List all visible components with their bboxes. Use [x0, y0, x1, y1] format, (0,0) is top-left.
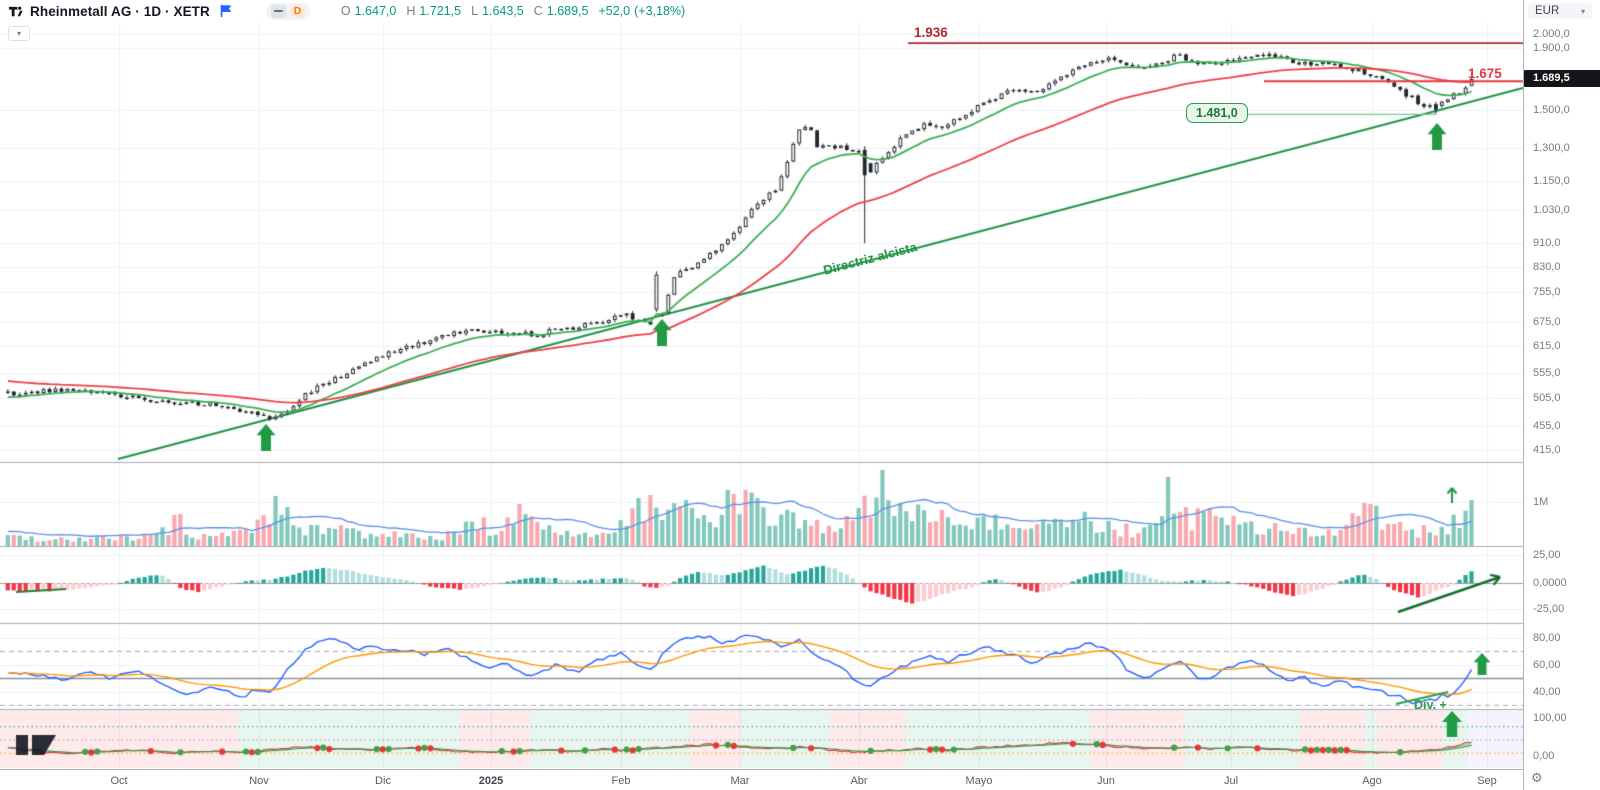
tradingview-logo-icon[interactable] [8, 4, 23, 19]
time-axis-label: Jun [1097, 775, 1115, 787]
indicator-axis-label: 0,00 [1533, 750, 1555, 762]
price-axis-label: 1.030,0 [1533, 203, 1570, 216]
time-axis-label: Feb [611, 775, 631, 787]
close-label: C [533, 4, 543, 18]
price-axis-label: 555,0 [1533, 367, 1561, 380]
price-axis-label: 1.300,0 [1533, 142, 1570, 155]
price-axis-label: 415,0 [1533, 444, 1561, 457]
indicator-axis-label: 0,0000 [1533, 577, 1567, 589]
indicator-axis-label: 1M [1533, 496, 1549, 508]
collapse-legend-button[interactable]: ▾ [8, 26, 30, 41]
time-axis-label: Abr [850, 775, 868, 787]
change-percent: (+3,18%) [634, 4, 686, 18]
price-axis-label: 755,0 [1533, 285, 1561, 298]
chevron-down-icon: ▾ [1580, 6, 1585, 16]
price-axis-label: 615,0 [1533, 340, 1561, 353]
price-axis-label: 830,0 [1533, 260, 1561, 273]
change-value: +52,0 [598, 4, 631, 18]
price-axis-label: 910,0 [1533, 236, 1561, 249]
resistance-level-label[interactable]: 1.936 [914, 25, 948, 40]
time-axis-label: Ago [1362, 775, 1382, 787]
time-axis-label: Nov [249, 775, 269, 787]
dash-icon [270, 4, 286, 18]
time-axis-label: Oct [110, 775, 128, 787]
interval-pill[interactable]: D [265, 2, 310, 20]
interval-d-badge: D [289, 4, 305, 18]
high-label: H [406, 4, 416, 18]
high-value: 1.721,5 [419, 4, 462, 18]
indicator-axis-label: 80,00 [1533, 632, 1561, 644]
time-axis-label: Jul [1223, 775, 1239, 787]
currency-label: EUR [1535, 5, 1560, 17]
time-axis-label: Mar [730, 775, 750, 787]
open-label: O [340, 4, 351, 18]
time-axis-label: 2025 [478, 775, 504, 787]
low-label: L [471, 4, 479, 18]
time-axis-label: Sep [1477, 775, 1497, 787]
price-axis-label: 1.150,0 [1533, 174, 1570, 187]
price-axis-label: 455,0 [1533, 419, 1561, 432]
settings-gear-icon[interactable]: ⚙ [1531, 770, 1543, 785]
current-price-badge: 1.689,5 [1524, 70, 1600, 87]
rsi-divergence-label[interactable]: Div. + [1414, 698, 1447, 712]
indicator-axis-label: 25,00 [1533, 549, 1561, 561]
indicator-axis-label: -25,00 [1533, 603, 1565, 615]
time-axis[interactable]: Oct Nov Dic 2025 Feb Mar Abr Mayo Jun Jul Ago Sep [0, 769, 1600, 790]
indicator-axis-label: 100,00 [1533, 712, 1567, 724]
price-axis-label: 675,0 [1533, 315, 1561, 328]
price-axis-label: 1.500,0 [1533, 104, 1570, 117]
price-axis[interactable]: EUR ▾ 2.000,0 1.900,0 1.500,0 1.300,0 1.150,… [1523, 0, 1600, 790]
support-price-label[interactable]: 1.481,0 [1186, 103, 1248, 123]
price-axis-label: 505,0 [1533, 392, 1561, 405]
open-value: 1.647,0 [354, 4, 397, 18]
price-axis-label: 1.900,0 [1533, 42, 1570, 54]
low-value: 1.643,5 [482, 4, 524, 18]
tradingview-watermark [14, 733, 62, 757]
flag-icon[interactable] [219, 4, 233, 18]
breakdown-level-label[interactable]: 1.675 [1468, 66, 1502, 81]
close-value: 1.689,5 [546, 4, 589, 18]
indicator-axis-label: 40,00 [1533, 686, 1561, 698]
currency-button[interactable]: EUR ▾ [1528, 3, 1592, 19]
time-axis-label: Mayo [965, 775, 993, 787]
time-axis-label: Dic [375, 775, 391, 787]
indicator-axis-label: 60,00 [1533, 659, 1561, 671]
symbol-title[interactable]: Rheinmetall AG · 1D · XETR [30, 3, 210, 19]
ohlc-readout: O 1.647,0 H 1.721,5 L 1.643,5 C 1.689,5 +52,… [341, 4, 685, 18]
price-axis-label: 2.000,0 [1533, 28, 1570, 41]
